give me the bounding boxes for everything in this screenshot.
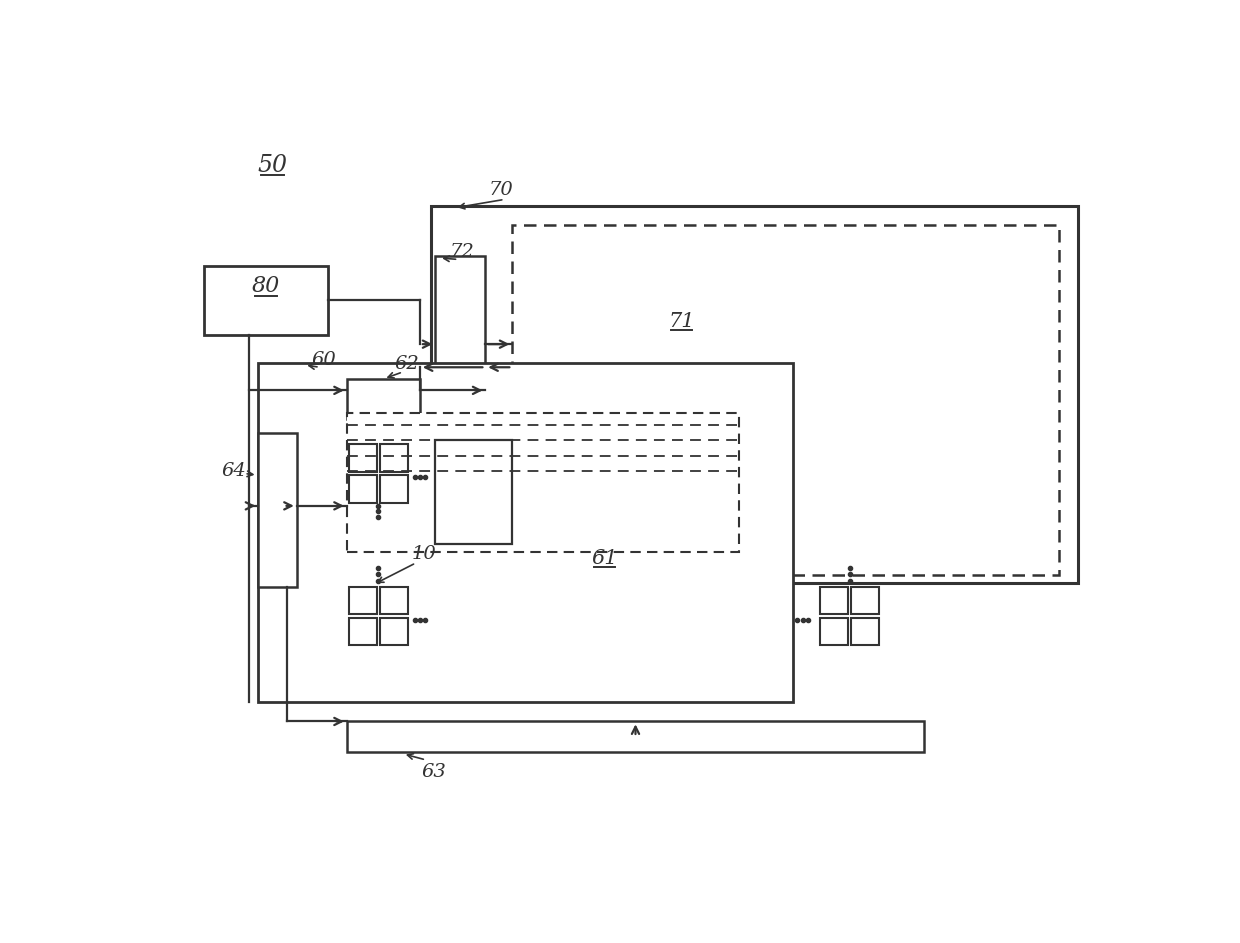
Bar (821, 618, 848, 645)
Bar (432, 206, 1079, 583)
Bar (435, 256, 485, 405)
Bar (379, 475, 408, 503)
Bar (379, 587, 408, 615)
Text: 60: 60 (311, 351, 336, 369)
Text: 72: 72 (450, 242, 475, 261)
Bar (350, 475, 377, 503)
Bar (347, 413, 739, 552)
Bar (350, 618, 377, 645)
Text: 50: 50 (257, 154, 288, 177)
Text: 62: 62 (394, 356, 419, 373)
Text: 70: 70 (489, 181, 513, 199)
Bar (350, 587, 377, 615)
Bar (821, 587, 848, 615)
Text: 63: 63 (422, 763, 446, 781)
Text: 10: 10 (412, 545, 436, 563)
Bar (347, 721, 924, 753)
Bar (258, 363, 794, 703)
Bar (379, 618, 408, 645)
Text: 64: 64 (221, 462, 246, 480)
Bar (435, 440, 512, 544)
Bar (205, 266, 327, 335)
Bar (851, 618, 879, 645)
Bar (258, 433, 296, 587)
Text: 80: 80 (252, 275, 280, 297)
Bar (347, 379, 420, 419)
Bar (851, 587, 879, 615)
Bar (350, 444, 377, 472)
Text: 71: 71 (668, 311, 694, 331)
Bar (379, 444, 408, 472)
Text: 61: 61 (591, 549, 618, 568)
Bar (512, 224, 1059, 575)
